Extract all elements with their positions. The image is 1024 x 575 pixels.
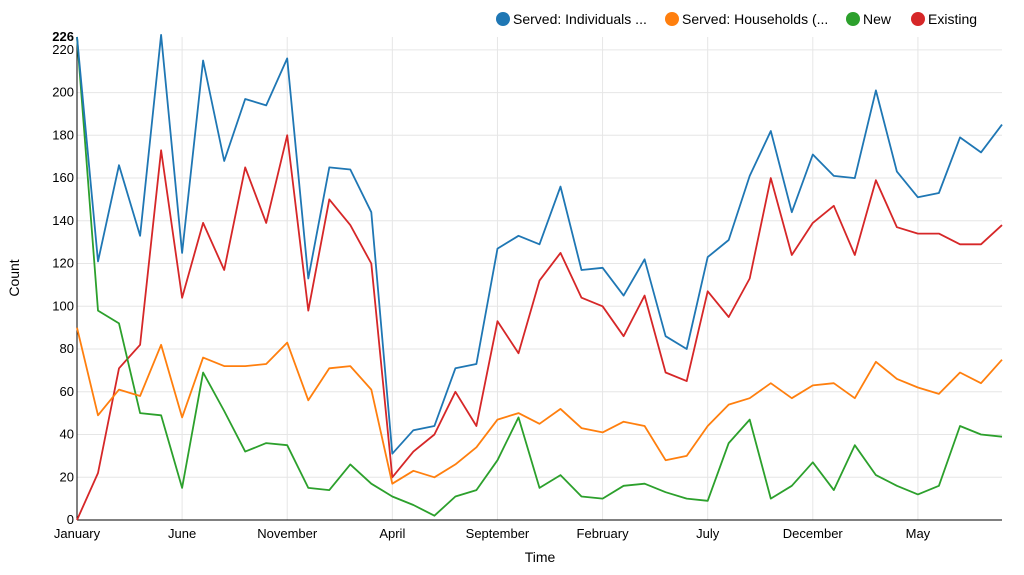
- legend-swatch: [496, 12, 510, 26]
- x-tick-label: December: [783, 526, 844, 541]
- y-tick-label: 200: [52, 85, 74, 100]
- series-line-existing: [76, 134, 1003, 521]
- x-tick-label: September: [466, 526, 530, 541]
- legend-swatch: [846, 12, 860, 26]
- legend-item[interactable]: New: [846, 11, 892, 27]
- x-tick-label: July: [696, 526, 720, 541]
- legend-label: Served: Households (...: [682, 11, 828, 27]
- series-line-served-households: [76, 327, 1003, 485]
- x-tick-label: February: [577, 526, 630, 541]
- legend: Served: Individuals ... Served: Household…: [496, 11, 977, 27]
- y-tick-label: 180: [52, 127, 74, 142]
- legend-label: Existing: [928, 11, 977, 27]
- y-tick-label: 120: [52, 256, 74, 271]
- series-line-new: [76, 36, 1003, 517]
- legend-swatch: [911, 12, 925, 26]
- y-tick-label: 100: [52, 298, 74, 313]
- series-line-served-individuals: [76, 34, 1003, 455]
- legend-label: Served: Individuals ...: [513, 11, 647, 27]
- y-tick-label: 40: [60, 427, 74, 442]
- y-tick-label: 80: [60, 341, 74, 356]
- legend-swatch: [665, 12, 679, 26]
- y-tick-label: 0: [67, 512, 74, 527]
- y-tick-label: 160: [52, 170, 74, 185]
- legend-item[interactable]: Served: Individuals ...: [496, 11, 647, 27]
- y-tick-label: 60: [60, 384, 74, 399]
- y-tick-label: 140: [52, 213, 74, 228]
- y-tick-label: 220: [52, 42, 74, 57]
- y-tick-label: 20: [60, 469, 74, 484]
- y-max-label: 226: [52, 29, 74, 44]
- legend-item[interactable]: Existing: [911, 11, 977, 27]
- axes: [76, 37, 1002, 521]
- x-tick-label: April: [379, 526, 405, 541]
- x-tick-label: May: [906, 526, 931, 541]
- legend-item[interactable]: Served: Households (...: [665, 11, 828, 27]
- x-axis-title: Time: [525, 549, 556, 565]
- legend-label: New: [863, 11, 892, 27]
- x-tick-label: November: [257, 526, 318, 541]
- x-tick-label: June: [168, 526, 196, 541]
- series-lines: [76, 34, 1003, 521]
- x-tick-label: January: [54, 526, 101, 541]
- grid: [76, 37, 1002, 521]
- y-axis-title: Count: [6, 259, 22, 296]
